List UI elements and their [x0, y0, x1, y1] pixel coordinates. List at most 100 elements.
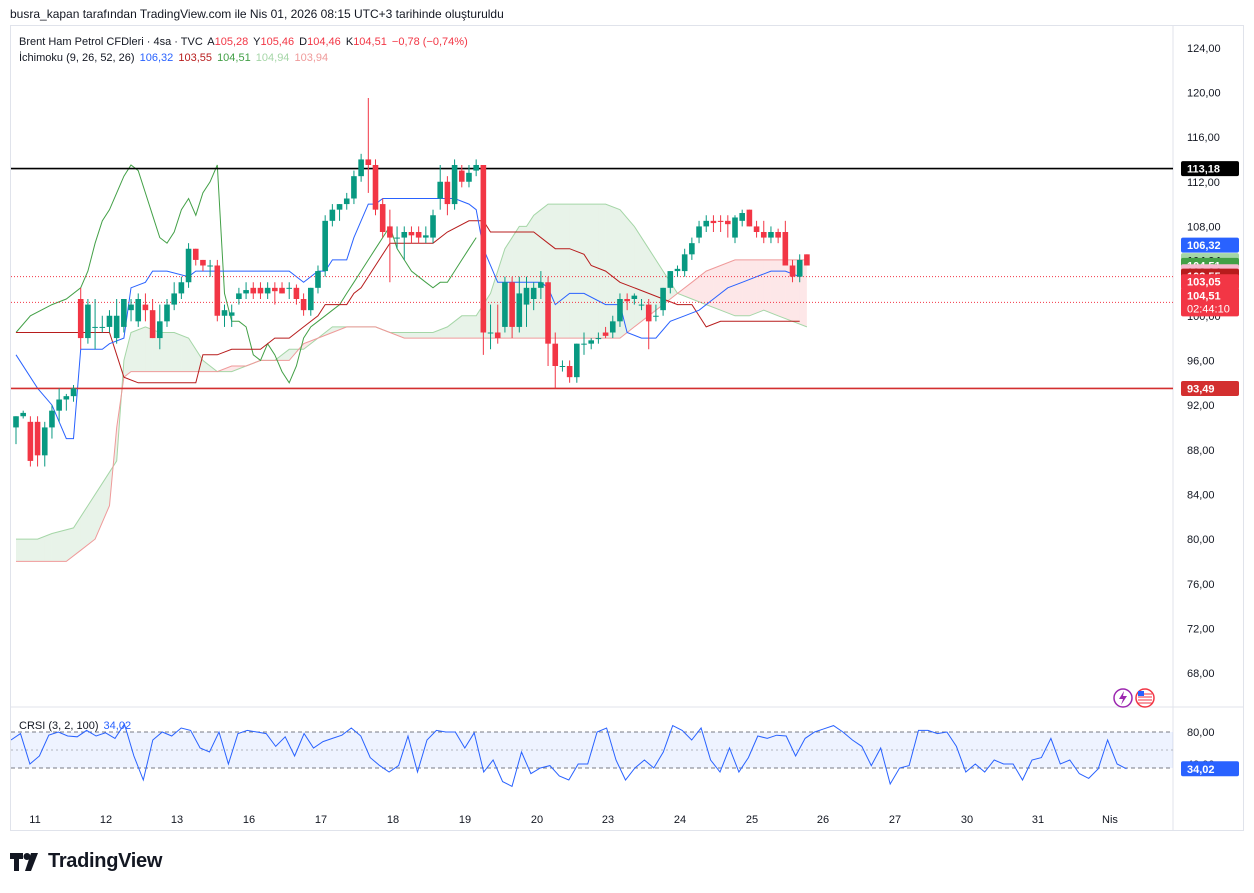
- candle-body: [782, 232, 789, 266]
- ichimoku-cloud-segment: [576, 204, 585, 339]
- ichimoku-cloud-segment: [627, 218, 635, 333]
- x-tick-label: 30: [961, 814, 973, 826]
- tradingview-wordmark: TradingView: [48, 850, 163, 872]
- candle-body: [77, 299, 84, 339]
- candle-body: [13, 416, 19, 428]
- candle-body: [696, 226, 702, 238]
- candle-body: [559, 366, 566, 367]
- candle-body: [351, 176, 357, 199]
- x-tick-label: 12: [100, 814, 112, 826]
- indicator-price-tag: 106,32: [1181, 237, 1239, 253]
- flash-icon-bolt: [1119, 691, 1127, 705]
- candle-body: [207, 265, 213, 267]
- ichimoku-legend[interactable]: İchimoku (9, 26, 52, 26) 106,32 103,55 1…: [19, 52, 330, 64]
- ichimoku-cloud-segment: [59, 529, 67, 562]
- ohlc-low-label: D: [299, 36, 308, 48]
- ichimoku-cloud-segment: [418, 332, 426, 339]
- candle-body: [545, 282, 551, 344]
- candle-body: [336, 204, 343, 210]
- tradingview-logo[interactable]: TradingView: [10, 850, 162, 873]
- candle-body: [638, 304, 645, 306]
- ichimoku-cloud-segment: [763, 259, 771, 313]
- ichimoku-cloud-segment: [44, 533, 52, 562]
- indicator-price-tag-bg: [1181, 274, 1239, 290]
- indicator-price-tag-text: 103,05: [1187, 277, 1221, 289]
- x-tick-label: 18: [387, 814, 399, 826]
- ichimoku-cloud-segment: [677, 287, 685, 297]
- candle-body: [322, 220, 328, 272]
- candle-body: [717, 220, 724, 222]
- x-tick-label: 27: [889, 814, 901, 826]
- candle-body: [480, 165, 487, 333]
- ichimoku-cloud-segment: [555, 204, 563, 339]
- ichimoku-base-value: 103,55: [178, 52, 212, 64]
- candle-body: [660, 287, 666, 311]
- candle-body: [430, 215, 436, 238]
- ichimoku-cloud-segment: [648, 248, 656, 316]
- ichimoku-cloud-segment: [51, 531, 60, 562]
- us-flag-canton: [1138, 691, 1144, 696]
- candle-body: [725, 220, 731, 225]
- ohlc-close-label: K: [345, 36, 354, 48]
- candle-body: [27, 421, 34, 461]
- candle-body: [789, 265, 796, 277]
- y-tick-label: 76,00: [1187, 579, 1215, 591]
- candle-body: [768, 232, 774, 238]
- price-chart[interactable]: 124,00120,00116,00112,00108,00104,00100,…: [11, 26, 1243, 830]
- ichimoku-cloud-segment: [713, 265, 721, 311]
- x-tick-label: 23: [602, 814, 614, 826]
- ichimoku-cloud-segment: [706, 268, 714, 308]
- candle-body: [631, 295, 638, 299]
- candle-body: [739, 213, 745, 221]
- ichimoku-cloud-segment: [799, 259, 807, 327]
- symbol-legend[interactable]: Brent Ham Petrol CFDleri · 4sa · TVC A10…: [19, 36, 470, 48]
- candle-body: [257, 287, 264, 294]
- candle-body: [703, 220, 710, 227]
- candle-body: [49, 410, 55, 428]
- ichimoku-cloud-segment: [404, 332, 412, 339]
- x-tick-label: 17: [315, 814, 327, 826]
- candle-body: [358, 159, 364, 177]
- candle-body: [667, 271, 674, 288]
- crsi-legend[interactable]: CRSI (3, 2, 100) 34,02: [19, 720, 133, 732]
- candle-body: [617, 299, 623, 322]
- crsi-label: CRSI (3, 2, 100): [19, 720, 99, 732]
- x-tick-label: 26: [817, 814, 829, 826]
- candle-body: [753, 226, 760, 232]
- x-tick-label: 24: [674, 814, 686, 826]
- ichimoku-cloud-segment: [332, 326, 340, 333]
- crsi-value-tag-text: 34,02: [1187, 764, 1215, 776]
- level-price-tag-text: 113,18: [1187, 164, 1220, 176]
- x-tick-label: 25: [746, 814, 758, 826]
- candle-body: [149, 310, 156, 339]
- crsi-value: 34,02: [103, 720, 132, 732]
- candle-body: [171, 293, 177, 305]
- candle-body: [135, 299, 142, 322]
- candle-body: [214, 265, 221, 316]
- ichimoku-cloud-segment: [742, 259, 750, 316]
- candle-body: [581, 343, 587, 345]
- candle-body: [796, 259, 803, 277]
- ichimoku-cloud-segment: [195, 349, 203, 372]
- y-tick-label: 68,00: [1187, 668, 1215, 680]
- ohlc-high-label: Y: [253, 36, 261, 48]
- candle-body: [602, 332, 609, 336]
- ichimoku-cloud-segment: [66, 527, 74, 562]
- chart-author-header: busra_kapan tarafından TradingView.com i…: [10, 7, 504, 21]
- candle-body: [487, 332, 494, 334]
- candle-body: [63, 396, 70, 400]
- ichimoku-cloud-segment: [102, 472, 110, 523]
- ichimoku-cloud-segment: [224, 366, 232, 372]
- ichimoku-cloud-segment: [282, 349, 290, 361]
- candle-body: [250, 287, 257, 294]
- ichimoku-cloud-segment: [23, 539, 31, 562]
- ichimoku-cloud-segment: [641, 237, 649, 322]
- candle-body: [272, 287, 278, 292]
- ichimoku-cloud-segment: [699, 271, 707, 305]
- y-tick-label: 120,00: [1187, 87, 1221, 99]
- indicator-price-tag: 103,05: [1181, 274, 1239, 290]
- candle-body: [473, 165, 479, 171]
- candle-body: [595, 338, 602, 340]
- tradingview-logo-icon: [10, 852, 38, 871]
